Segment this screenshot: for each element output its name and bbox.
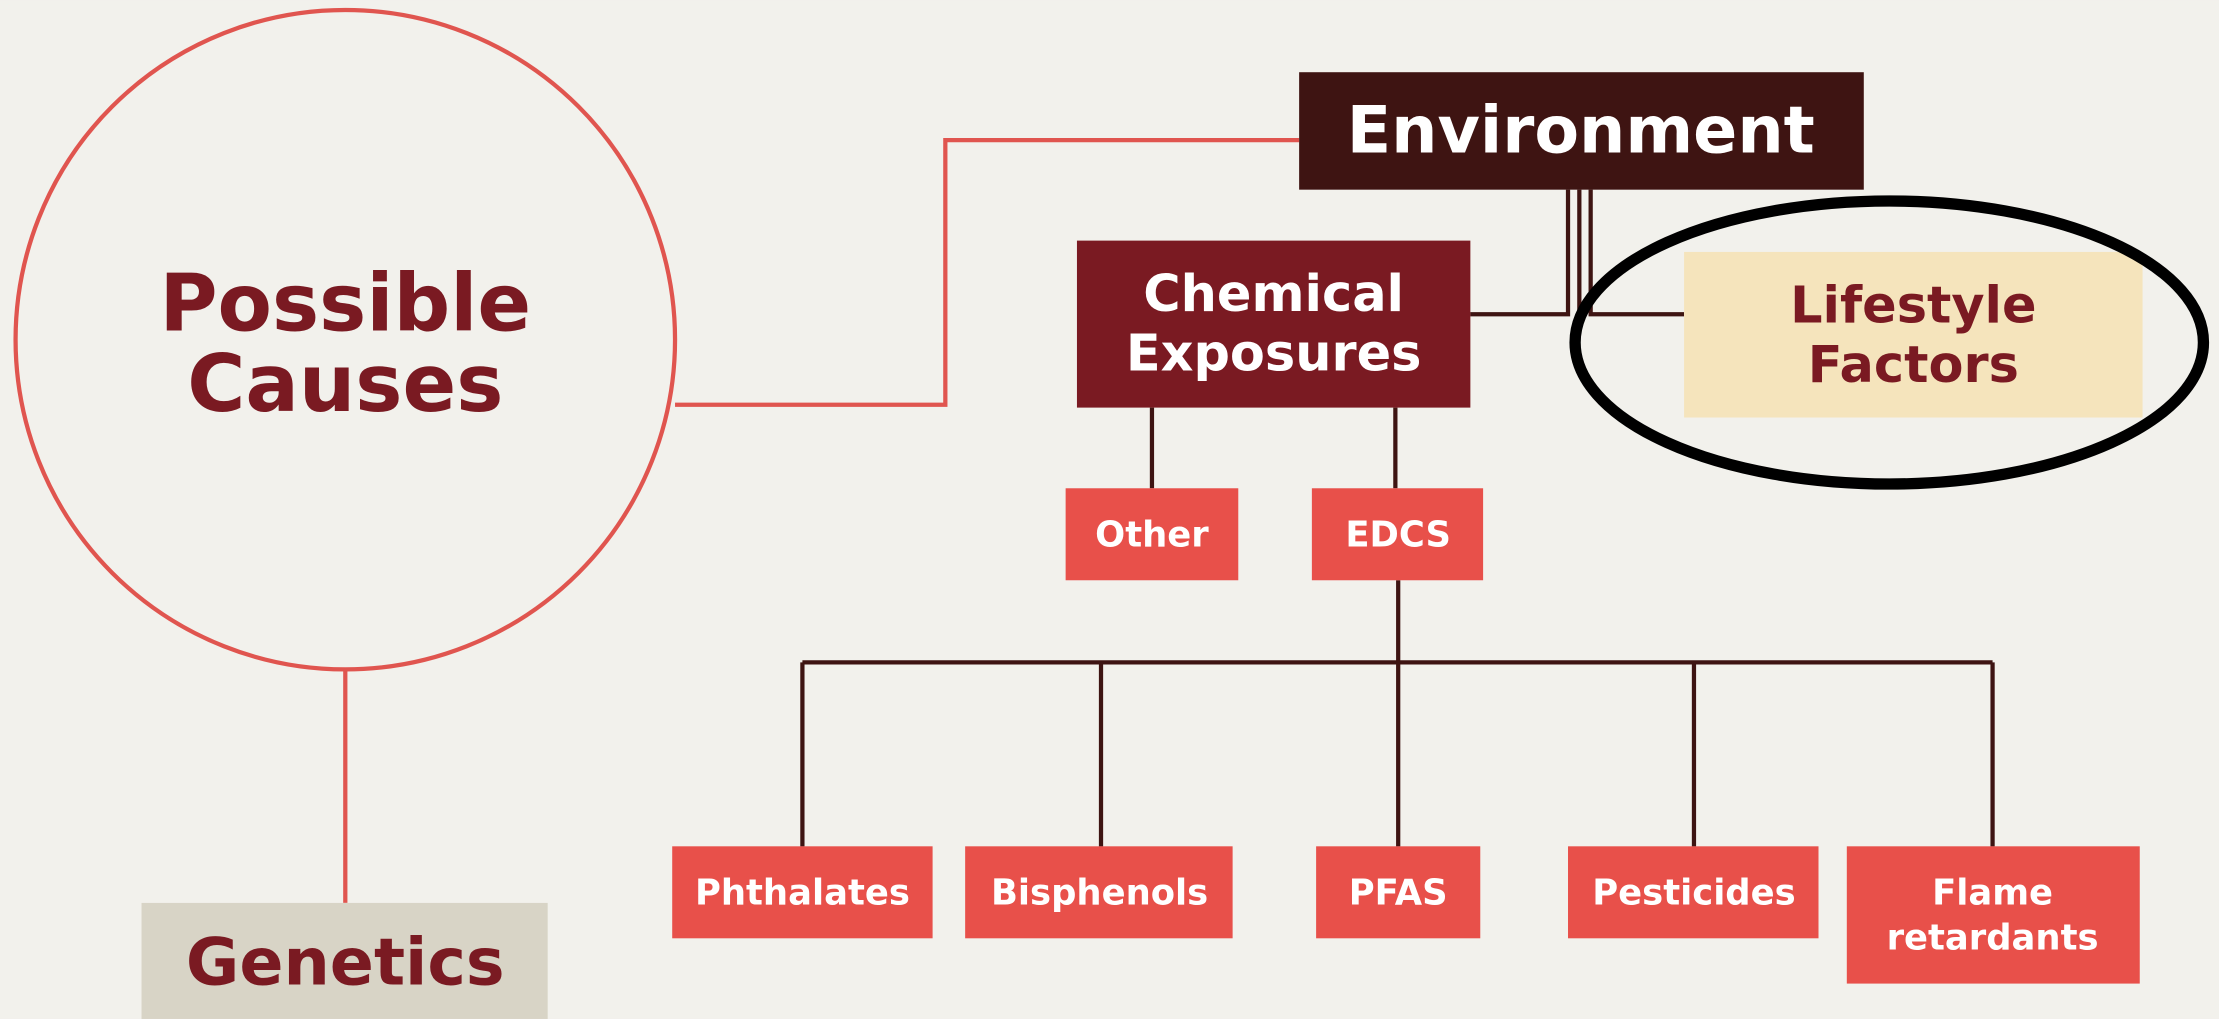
leaf-box	[1846, 846, 2140, 984]
center-label: Causes	[187, 337, 503, 430]
chemical-box	[1076, 240, 1471, 408]
other-label: Other	[1095, 514, 1209, 555]
chemical-label: Exposures	[1126, 325, 1422, 384]
connector	[1470, 189, 1571, 317]
leaf-label: Pesticides	[1592, 872, 1795, 913]
leaf-box	[965, 846, 1233, 939]
genetics-box	[141, 902, 548, 1019]
genetics-label: Genetics	[186, 926, 505, 1001]
connector	[675, 138, 1300, 407]
leaf-box	[1568, 846, 1819, 939]
lifestyle-box	[1684, 251, 2143, 418]
highlight-ellipse	[1569, 195, 2210, 490]
leaf-box	[672, 846, 933, 939]
connector	[1588, 189, 1685, 317]
center-label: Possible	[159, 257, 531, 350]
edcs-label: EDCS	[1345, 514, 1451, 555]
chemical-label: Chemical	[1143, 265, 1404, 324]
lifestyle-label: Lifestyle	[1790, 277, 2037, 336]
leaf-label: retardants	[1887, 918, 2099, 959]
environment-label: Environment	[1347, 94, 1815, 169]
center-circle	[13, 7, 678, 672]
environment-box	[1299, 72, 1864, 190]
leaf-label: Bisphenols	[991, 872, 1208, 913]
leaf-label: Flame	[1932, 872, 2053, 913]
other-box	[1065, 488, 1239, 581]
leaf-box	[1316, 846, 1481, 939]
lifestyle-label: Factors	[1808, 336, 2019, 395]
edcs-box	[1311, 488, 1484, 581]
leaf-label: Phthalates	[695, 872, 910, 913]
leaf-label: PFAS	[1349, 872, 1448, 913]
